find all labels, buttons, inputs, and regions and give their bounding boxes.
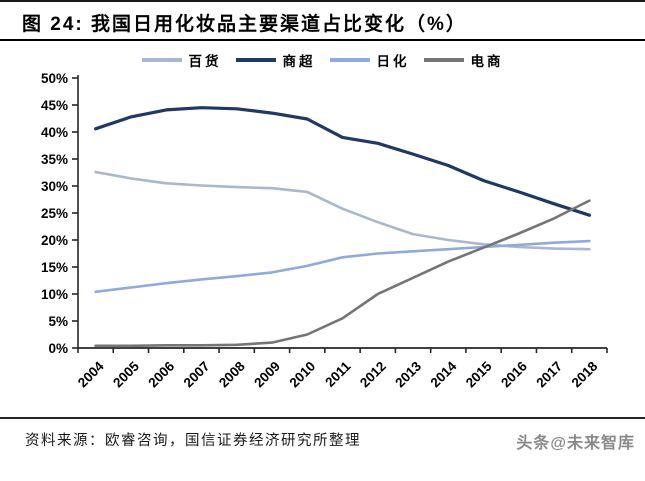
y-tick-label: 20% [41, 233, 68, 248]
legend-label: 商超 [282, 54, 316, 69]
x-tick-label: 2009 [251, 359, 283, 391]
x-tick-label: 2014 [428, 358, 460, 390]
series-line [94, 170, 591, 251]
x-tick-label: 2008 [216, 358, 248, 390]
series-line [93, 106, 592, 217]
chart-area: 0% 5% 10% 15% 20% 25% 30% 35% 40% 45% 50% 2004 2005 2… [0, 69, 645, 417]
chart-legend: 百货 商超 日化 电商 [0, 51, 645, 69]
x-tick-label: 2007 [181, 359, 213, 391]
y-tick-label: 0% [48, 341, 68, 356]
y-tick-label: 45% [41, 98, 68, 113]
legend-item: 百货 [141, 50, 222, 70]
x-tick-label: 2017 [533, 359, 565, 391]
legend-line-swatch [329, 58, 370, 62]
y-tick-label: 50% [41, 71, 68, 86]
x-tick-label: 2010 [287, 359, 319, 391]
y-tick-label: 30% [41, 179, 68, 194]
x-tick-label: 2005 [110, 358, 142, 390]
legend-item: 日化 [329, 50, 410, 70]
x-tick-label: 2011 [322, 358, 354, 390]
legend-item: 商超 [235, 50, 316, 70]
y-tick-label: 35% [41, 152, 68, 167]
y-tick-label: 10% [41, 287, 68, 302]
legend-line-swatch [141, 58, 182, 62]
series-line [94, 239, 591, 294]
x-tick-label: 2018 [569, 358, 601, 390]
footer-divider [0, 417, 645, 419]
x-tick-label: 2006 [145, 358, 177, 390]
figure-footer: 资料来源：欧睿咨询，国信证券经济研究所整理 头条@未来智库 [0, 419, 645, 453]
legend-label: 电商 [470, 54, 504, 69]
x-tick-label: 2016 [498, 358, 530, 390]
legend-label: 百货 [188, 54, 222, 69]
page-title: 图 24: 我国日用化妆品主要渠道占比变化（%） [22, 14, 467, 35]
line-chart: 0%5%10%15%20%25%30%35%40%45%50%2004 2005 2… [41, 71, 608, 391]
y-tick-label: 5% [48, 314, 68, 329]
x-tick-label: 2012 [357, 359, 389, 391]
figure-header: 图 24: 我国日用化妆品主要渠道占比变化（%） [0, 0, 645, 41]
y-tick-label: 40% [41, 125, 68, 140]
watermark-text: 头条@未来智库 [516, 435, 635, 452]
y-tick-label: 15% [41, 260, 68, 275]
legend-item: 电商 [423, 50, 504, 70]
x-tick-label: 2013 [392, 358, 424, 390]
x-tick-label: 2015 [463, 358, 495, 390]
legend-line-swatch [423, 58, 464, 62]
legend-label: 日化 [376, 54, 410, 69]
source-text: 资料来源：欧睿咨询，国信证券经济研究所整理 [25, 433, 361, 449]
series-line [94, 199, 591, 348]
legend-line-swatch [235, 58, 276, 62]
y-tick-label: 25% [41, 206, 68, 221]
x-tick-label: 2004 [75, 358, 107, 390]
